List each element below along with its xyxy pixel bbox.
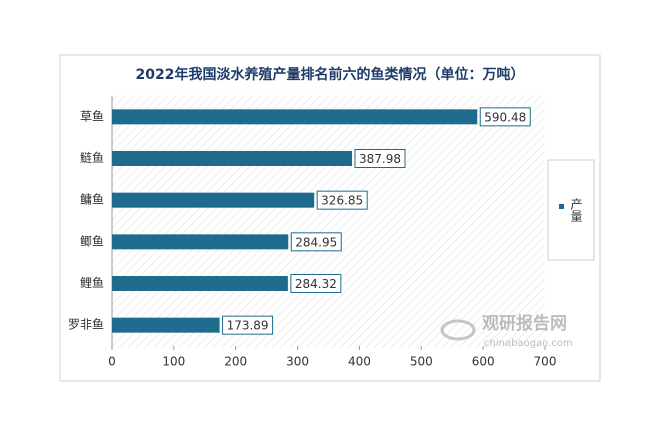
y-tick-label: 草鱼 bbox=[80, 109, 104, 123]
legend-box bbox=[547, 159, 595, 261]
data-label: 173.89 bbox=[227, 319, 269, 333]
data-label-box bbox=[316, 190, 368, 210]
data-label: 326.85 bbox=[321, 194, 363, 208]
data-label-group: 387.98 bbox=[354, 149, 406, 168]
bar bbox=[112, 151, 352, 166]
y-tick-label: 鲢鱼 bbox=[80, 150, 104, 165]
x-tick-label: 400 bbox=[348, 355, 371, 369]
data-label-box bbox=[222, 315, 274, 335]
bar bbox=[112, 317, 220, 333]
y-tick-label: 鲤鱼 bbox=[80, 276, 104, 290]
y-tick-label: 鲫鱼 bbox=[80, 234, 104, 248]
data-label-group: 284.32 bbox=[290, 274, 342, 293]
legend-swatch bbox=[559, 204, 564, 209]
data-label: 284.95 bbox=[295, 235, 337, 249]
watermark: 观研报告网 chinabaogao.com bbox=[440, 313, 573, 349]
data-label: 387.98 bbox=[359, 152, 401, 166]
x-tick-label: 500 bbox=[410, 355, 433, 369]
watermark-name: 观研报告网 bbox=[481, 313, 567, 334]
y-tick-label: 罗非鱼 bbox=[68, 318, 104, 332]
data-label-box bbox=[354, 149, 406, 168]
bar bbox=[112, 192, 315, 208]
plot-area bbox=[112, 95, 545, 348]
data-label-box bbox=[290, 274, 342, 293]
data-label-group: 284.95 bbox=[290, 232, 342, 252]
x-tick-label: 300 bbox=[286, 355, 309, 369]
data-label-group: 326.85 bbox=[316, 190, 368, 210]
x-tick-label: 100 bbox=[162, 355, 185, 369]
bar bbox=[112, 276, 288, 291]
data-label-box bbox=[479, 107, 531, 127]
y-tick-label: 鳙鱼 bbox=[80, 192, 104, 207]
x-tick-label: 200 bbox=[224, 355, 247, 369]
data-label-group: 173.89 bbox=[222, 315, 274, 335]
x-tick-label: 700 bbox=[534, 355, 557, 369]
x-tick-label: 0 bbox=[108, 355, 116, 369]
legend-label: 产量 bbox=[569, 198, 583, 222]
data-label-box bbox=[290, 232, 342, 252]
data-label: 590.48 bbox=[484, 110, 526, 124]
watermark-logo bbox=[440, 319, 476, 341]
chart-title: 2022年我国淡水养殖产量排名前六的鱼类情况（单位：万吨） bbox=[136, 66, 525, 83]
bar bbox=[112, 109, 478, 125]
x-tick-label: 600 bbox=[472, 355, 495, 369]
bar bbox=[112, 234, 289, 250]
data-label: 284.32 bbox=[295, 277, 337, 291]
watermark-url: chinabaogao.com bbox=[484, 338, 573, 349]
data-label-group: 590.48 bbox=[479, 107, 531, 127]
